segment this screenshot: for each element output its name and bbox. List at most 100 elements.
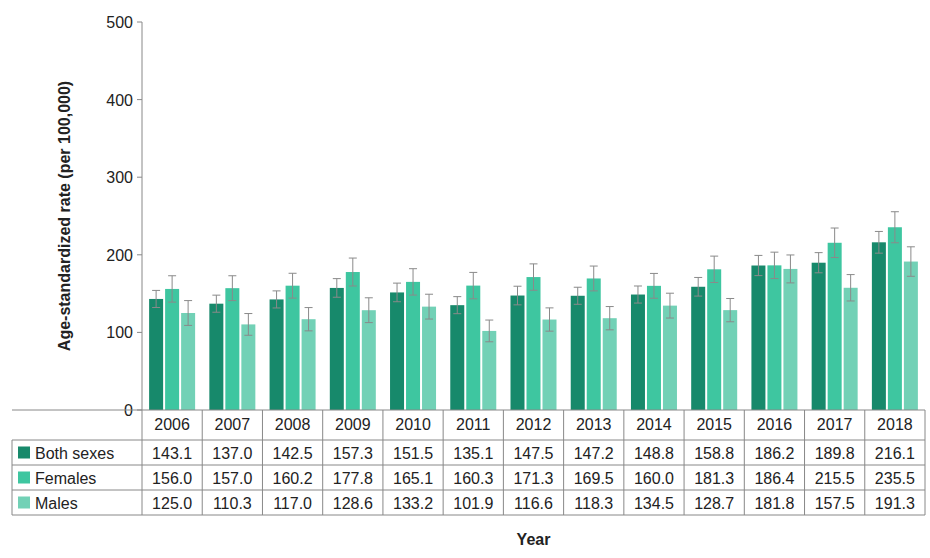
x-tick-label: 2014 [636,416,672,433]
error-bar [485,320,493,342]
error-bar [530,264,538,290]
bar [209,304,223,410]
error-bar [409,269,417,295]
error-bar [168,276,176,302]
table-value: 147.2 [574,445,614,462]
bar [466,286,480,410]
bar [888,227,902,410]
table-value: 191.3 [875,495,915,512]
table-value: 186.4 [754,470,794,487]
table-value: 125.0 [152,495,192,512]
error-bar [514,286,522,305]
error-bar [726,298,734,321]
table-value: 189.8 [815,445,855,462]
bar [663,306,677,410]
error-bar [228,276,236,301]
y-tick [137,99,142,100]
legend-label: Males [35,495,78,512]
table-value: 215.5 [815,470,855,487]
error-bar [694,277,702,296]
table-value: 181.3 [694,470,734,487]
y-axis-label: Age-standardized rate (per 100,000) [56,81,73,351]
table-grid [925,410,926,515]
chart: 0100200300400500Age-standardized rate (p… [0,0,930,558]
y-tick [137,254,142,255]
bar [302,319,316,410]
table-value: 135.1 [453,445,493,462]
table-grid [623,410,624,515]
table-value: 118.3 [574,495,613,512]
bar [587,278,601,410]
bar [904,262,918,410]
error-bar [574,287,582,304]
table-grid [864,410,865,515]
table-value: 147.5 [513,445,553,462]
legend-label: Both sexes [35,445,114,462]
table-grid [12,440,925,441]
error-bar [590,266,598,291]
error-bar [425,294,433,319]
y-tick-label: 300 [106,169,133,186]
bar [241,324,255,410]
bar [362,310,376,410]
error-bar [815,253,823,273]
error-bar [650,273,658,298]
table-grid [12,515,925,516]
error-bar [891,212,899,243]
table-grid [563,410,564,515]
table-grid [503,410,504,515]
error-bar [273,291,281,308]
error-bar [847,275,855,301]
legend-swatch [18,497,30,509]
error-bar [349,258,357,286]
y-tick-label: 100 [106,324,133,341]
bar [225,288,239,410]
bar [631,295,645,410]
table-grid [202,410,203,515]
error-bar [365,298,373,323]
y-axis [142,22,143,410]
table-value: 171.3 [513,470,553,487]
table-value: 186.2 [754,445,794,462]
error-bars [152,212,915,342]
table-value: 165.1 [393,470,433,487]
error-bar [546,308,554,331]
bar [707,269,721,410]
table-grid [262,410,263,515]
x-tick-label: 2009 [335,416,371,433]
x-tick-label: 2007 [215,416,251,433]
y-tick [137,332,142,333]
error-bar [393,283,401,302]
x-tick-label: 2018 [877,416,913,433]
bar [872,242,886,410]
error-bar [152,290,160,307]
bar [543,320,557,410]
table-grid [12,440,13,515]
bar [527,277,541,410]
legend-swatch [18,472,30,484]
error-bar [754,255,762,275]
error-bar [333,279,341,298]
table-value: 181.8 [754,495,794,512]
x-tick-label: 2011 [456,416,491,433]
error-bar [710,256,718,282]
table-grid [382,410,383,515]
table-grid [142,410,143,515]
bar [723,310,737,410]
error-bar [212,295,220,312]
error-bar [831,228,839,257]
x-tick-label: 2013 [576,416,612,433]
x-tick-label: 2016 [757,416,793,433]
table-value: 142.5 [273,445,313,462]
bars [149,227,918,410]
error-bar [666,293,674,318]
table-grid [744,410,745,515]
legend-label: Females [35,470,96,487]
x-tick-label: 2012 [516,416,552,433]
bar [181,313,195,410]
y-tick [137,177,142,178]
x-axis [12,410,925,411]
x-tick-label: 2017 [817,416,853,433]
x-tick-label: 2008 [275,416,311,433]
table-value: 177.8 [333,470,373,487]
